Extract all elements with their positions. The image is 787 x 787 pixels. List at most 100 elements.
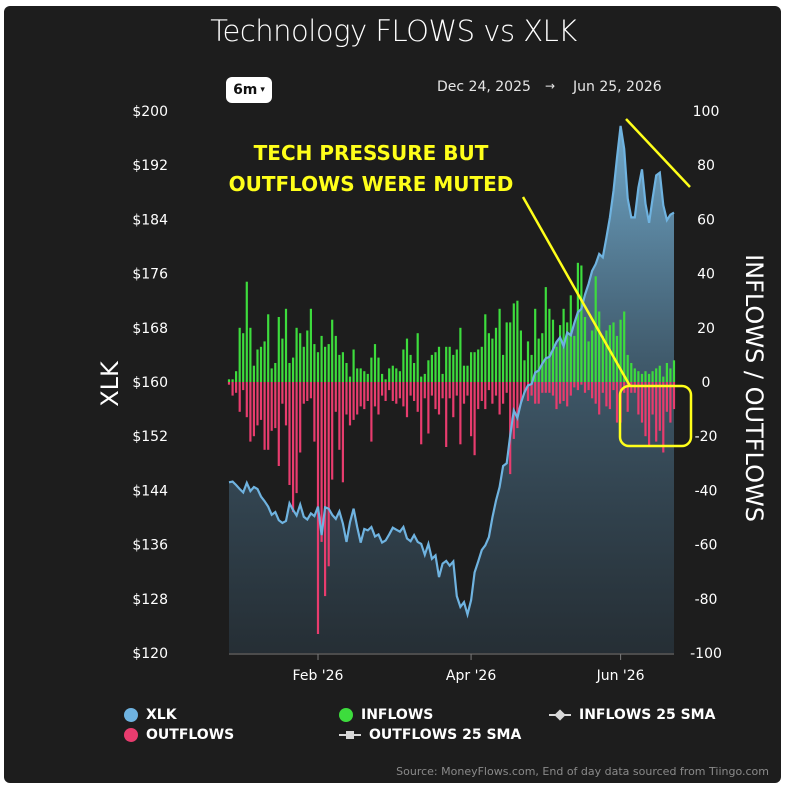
legend-xlk[interactable]: XLK <box>124 707 177 723</box>
inflow-bar <box>519 330 522 382</box>
date-end[interactable]: Jun 25, 2026 <box>573 79 662 95</box>
caret-down-icon: ▾ <box>260 85 265 95</box>
y-right-tick-label: -100 <box>690 646 722 662</box>
outflow-bar <box>434 382 437 410</box>
inflow-bar <box>284 308 288 382</box>
inflow-bar <box>559 325 562 382</box>
y-right-tick-label: -40 <box>695 483 718 499</box>
outflow-bar <box>559 382 562 404</box>
outflow-bar <box>324 382 327 597</box>
inflow-bar <box>306 330 309 382</box>
legend-inflows[interactable]: INFLOWS <box>339 707 433 723</box>
inflow-bar <box>270 368 273 382</box>
inflow-bar <box>238 327 241 382</box>
legend-outflows[interactable]: OUTFLOWS <box>124 727 234 743</box>
inflow-bar <box>615 335 619 382</box>
inflow-bar <box>640 373 644 382</box>
inflow-bar <box>252 365 255 382</box>
inflow-bar <box>452 354 455 382</box>
outflow-bar <box>566 382 569 407</box>
inflow-bar <box>377 357 380 382</box>
inflow-bar <box>227 379 231 382</box>
outflow-bar <box>672 382 676 410</box>
outflow-bar <box>445 382 448 447</box>
y-right-tick-label: -20 <box>695 429 718 445</box>
y-left-tick-label: $176 <box>132 267 168 283</box>
inflow-bar <box>437 346 441 382</box>
outflow-bar <box>306 382 309 401</box>
inflow-bar <box>591 330 594 382</box>
inflow-bar <box>669 368 672 382</box>
inflow-bar <box>352 349 355 382</box>
inflow-bar <box>658 365 661 382</box>
outflow-bar <box>530 382 533 396</box>
outflow-bar <box>669 382 672 423</box>
inflow-bar <box>302 346 305 382</box>
y-right-tick-label: 40 <box>697 267 715 283</box>
outflows-swatch-icon <box>124 728 138 742</box>
inflow-bar <box>448 346 451 382</box>
inflow-bar <box>331 319 334 382</box>
inflow-bar <box>242 333 245 382</box>
outflow-bar <box>583 382 587 393</box>
outflow-bar <box>537 382 540 404</box>
outflow-bar <box>309 382 312 399</box>
inflow-bar <box>648 373 651 382</box>
inflow-bar <box>381 373 384 382</box>
outflow-bar <box>473 382 476 456</box>
xlk-line <box>228 125 675 619</box>
inflow-bar <box>245 281 248 382</box>
outflow-bar <box>491 382 494 404</box>
annotation-line-1: TECH PRESSURE BUT <box>254 141 489 165</box>
outflow-bar <box>288 382 291 485</box>
xlk-area <box>229 125 674 653</box>
y-right-tick-label: 100 <box>693 104 720 120</box>
outflow-bar <box>576 382 579 391</box>
y-right-tick-label: 0 <box>702 375 711 391</box>
legend-inflows-label: INFLOWS <box>361 707 434 723</box>
inflow-bar <box>477 349 480 382</box>
outflow-bar <box>281 382 284 404</box>
inflow-bar <box>427 360 430 382</box>
outflow-bar <box>502 382 505 404</box>
inflow-bar <box>259 346 263 382</box>
outflow-bar <box>569 382 572 396</box>
outflow-bar <box>605 382 608 407</box>
outflow-bar <box>373 382 377 407</box>
range-label: 6m <box>233 82 258 98</box>
outflow-bar <box>238 382 241 412</box>
outflow-bar <box>526 382 530 401</box>
inflow-bar <box>299 333 302 382</box>
inflow-bar <box>523 360 526 382</box>
outflow-bar <box>377 382 380 415</box>
range-dropdown-button[interactable]: 6m ▾ <box>226 77 272 103</box>
outflow-bar <box>555 382 558 410</box>
inflow-bar <box>491 338 494 382</box>
outflow-bar <box>665 382 668 412</box>
outflow-bar <box>398 382 401 399</box>
legend-inflows-sma[interactable]: INFLOWS 25 SMA <box>549 707 715 723</box>
outflow-bar <box>626 382 629 412</box>
inflow-bar <box>231 379 234 382</box>
inflow-bar <box>405 338 409 382</box>
inflow-bar <box>462 365 466 382</box>
outflow-bar <box>505 382 508 393</box>
outflow-bar <box>338 382 341 450</box>
outflow-bar <box>477 382 480 410</box>
outflow-bar <box>637 382 640 415</box>
inflow-bar <box>505 322 508 382</box>
outflow-bar <box>227 382 231 385</box>
outflow-bar <box>245 382 248 418</box>
inflow-bar <box>608 325 611 382</box>
y-left-axis-title: XLK <box>96 360 124 407</box>
date-start[interactable]: Dec 24, 2025 <box>437 79 531 95</box>
inflow-bar <box>480 346 483 382</box>
legend-outflows-sma[interactable]: OUTFLOWS 25 SMA <box>339 727 521 743</box>
inflow-bar <box>498 308 501 382</box>
outflow-bar <box>405 382 409 418</box>
outflow-bar <box>587 382 590 391</box>
inflow-bar <box>605 330 608 382</box>
outflow-bar <box>658 382 661 431</box>
inflows-swatch-icon <box>339 708 353 722</box>
